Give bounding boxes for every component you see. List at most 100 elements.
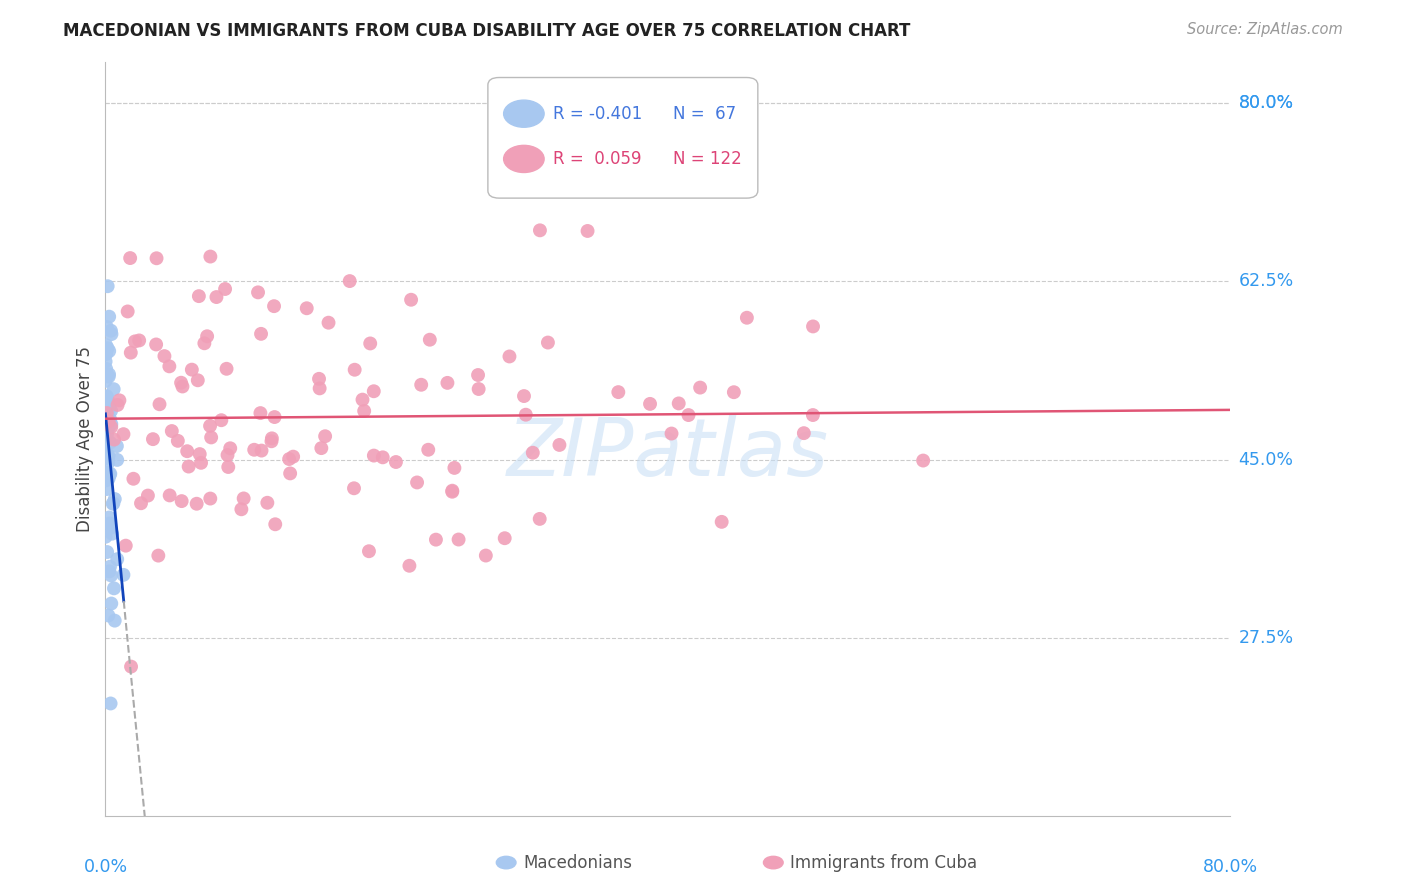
Point: [352, 392, 374, 407]
Point: [314, 429, 336, 443]
Point: [250, 326, 273, 341]
Point: [308, 381, 330, 395]
Point: [100, 597, 122, 611]
Point: [475, 549, 498, 563]
Point: [159, 488, 181, 502]
Point: [98, 344, 121, 359]
Point: [735, 310, 758, 325]
Point: [723, 385, 745, 400]
Point: [217, 448, 239, 462]
Point: [441, 483, 464, 498]
Point: [94, 338, 117, 352]
Point: [104, 614, 127, 628]
Point: [98, 467, 121, 482]
Point: [114, 539, 136, 553]
Point: [311, 441, 333, 455]
Point: [107, 398, 129, 412]
Point: [529, 223, 551, 237]
Point: [94, 361, 117, 376]
Point: [142, 432, 165, 446]
Point: [97, 341, 120, 355]
Text: 62.5%: 62.5%: [1239, 272, 1294, 291]
Text: ZIPatlas: ZIPatlas: [506, 416, 830, 493]
Point: [385, 455, 408, 469]
Point: [97, 392, 120, 407]
Point: [661, 426, 683, 441]
Point: [187, 289, 209, 303]
Point: [172, 379, 194, 393]
Point: [678, 408, 700, 422]
Point: [129, 496, 152, 510]
Point: [308, 372, 330, 386]
Point: [97, 414, 120, 428]
Point: [198, 418, 221, 433]
Point: [363, 384, 385, 399]
Point: [98, 368, 121, 382]
Point: [160, 424, 183, 438]
Text: R = -0.401: R = -0.401: [553, 104, 643, 123]
Point: [399, 293, 422, 307]
Point: [353, 404, 375, 418]
Point: [249, 406, 271, 420]
Point: [318, 316, 340, 330]
Point: [100, 403, 122, 417]
Text: N =  67: N = 67: [673, 104, 737, 123]
Point: [128, 334, 150, 348]
Point: [411, 377, 433, 392]
Point: [513, 389, 536, 403]
Point: [188, 447, 211, 461]
Point: [101, 526, 124, 541]
Point: [108, 393, 131, 408]
Point: [98, 559, 121, 574]
Point: [264, 517, 287, 532]
Point: [419, 333, 441, 347]
Point: [343, 363, 366, 377]
Point: [96, 448, 118, 462]
Point: [96, 414, 118, 428]
Point: [100, 420, 122, 434]
Point: [467, 368, 489, 382]
Text: Immigrants from Cuba: Immigrants from Cuba: [790, 854, 977, 871]
Point: [247, 285, 270, 300]
Point: [295, 301, 318, 316]
Point: [98, 565, 121, 579]
Point: [425, 533, 447, 547]
Point: [170, 376, 193, 390]
Point: [94, 408, 117, 422]
Point: [441, 484, 464, 499]
Point: [443, 461, 465, 475]
Point: [97, 279, 120, 293]
Point: [103, 496, 125, 510]
Text: 45.0%: 45.0%: [1239, 450, 1294, 468]
Point: [97, 451, 120, 466]
Y-axis label: Disability Age Over 75: Disability Age Over 75: [76, 346, 94, 533]
Point: [548, 438, 571, 452]
Point: [145, 337, 167, 351]
Point: [166, 434, 188, 448]
Point: [120, 345, 142, 359]
Point: [94, 390, 117, 404]
Point: [96, 545, 118, 559]
Point: [186, 497, 208, 511]
Point: [177, 459, 200, 474]
Circle shape: [503, 100, 544, 128]
Point: [97, 466, 120, 480]
Point: [148, 397, 170, 411]
Point: [214, 282, 236, 296]
Point: [136, 489, 159, 503]
Point: [231, 502, 253, 516]
Point: [710, 515, 733, 529]
Point: [406, 475, 429, 490]
Point: [117, 304, 139, 318]
Point: [97, 401, 120, 415]
Point: [98, 467, 121, 481]
Point: [793, 426, 815, 441]
Point: [96, 406, 118, 420]
Point: [104, 491, 127, 506]
Point: [371, 450, 394, 465]
Point: [250, 443, 273, 458]
Point: [436, 376, 458, 390]
Point: [145, 252, 167, 266]
Point: [105, 552, 128, 566]
Point: [96, 347, 118, 361]
